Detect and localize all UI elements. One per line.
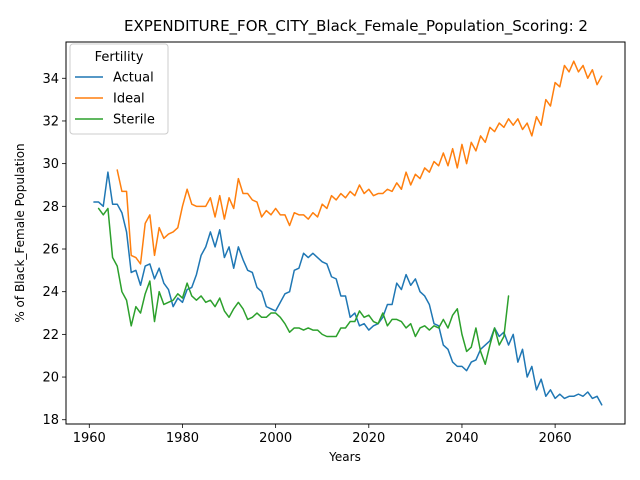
legend-box [69,43,169,135]
x-axis: 1960 1980 2000 2020 2040 2060 [73,424,572,446]
legend-items: Actual Ideal Sterile [75,71,155,128]
series-line-sterile [97,207,510,365]
legend-label-actual: Actual [113,71,154,86]
y-tick-label: 22 [42,328,59,343]
legend: Fertility Actual Ideal Sterile [69,43,169,135]
y-tick-label: 32 [42,114,59,129]
y-tick-label: 30 [42,157,59,172]
legend-title: Fertility [95,50,144,65]
legend-label-sterile: Sterile [113,113,155,128]
y-tick-label: 18 [42,413,59,428]
x-tick-label: 1980 [166,431,199,446]
x-tick-label: 2060 [539,431,572,446]
y-axis-label: % of Black_Female Population [13,143,27,322]
y-axis: 18 20 22 24 26 28 30 32 34 [42,72,66,428]
x-tick-label: 2000 [259,431,292,446]
series-line-ideal [116,60,603,265]
y-tick-label: 28 [42,200,59,215]
plot-frame [65,41,626,425]
x-tick-label: 2040 [445,431,478,446]
x-axis-label: Years [328,450,361,464]
plot-lines [93,60,603,406]
x-tick-label: 2020 [352,431,385,446]
y-tick-label: 26 [42,243,59,258]
x-tick-label: 1960 [73,431,106,446]
series-line-actual [93,171,603,406]
y-tick-label: 24 [42,285,59,300]
legend-label-ideal: Ideal [113,92,145,107]
y-tick-label: 34 [42,72,59,87]
chart-title: EXPENDITURE_FOR_CITY_Black_Female_Popula… [124,17,588,36]
y-tick-label: 20 [42,371,59,386]
